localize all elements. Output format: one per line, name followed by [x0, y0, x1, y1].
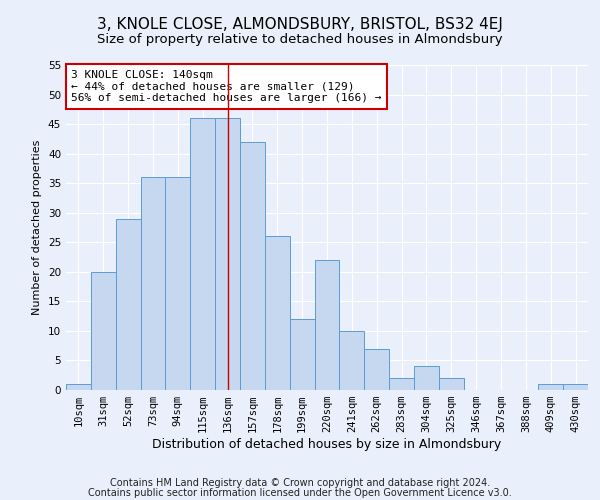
- Bar: [166, 178, 190, 390]
- Bar: [91, 272, 116, 390]
- Bar: [414, 366, 439, 390]
- Y-axis label: Number of detached properties: Number of detached properties: [32, 140, 43, 315]
- Bar: [240, 142, 265, 390]
- Bar: [140, 178, 166, 390]
- Bar: [439, 378, 464, 390]
- Bar: [538, 384, 563, 390]
- Bar: [340, 331, 364, 390]
- Text: 3, KNOLE CLOSE, ALMONDSBURY, BRISTOL, BS32 4EJ: 3, KNOLE CLOSE, ALMONDSBURY, BRISTOL, BS…: [97, 18, 503, 32]
- Text: Contains public sector information licensed under the Open Government Licence v3: Contains public sector information licen…: [88, 488, 512, 498]
- Bar: [389, 378, 414, 390]
- Bar: [290, 319, 314, 390]
- Text: Contains HM Land Registry data © Crown copyright and database right 2024.: Contains HM Land Registry data © Crown c…: [110, 478, 490, 488]
- Bar: [66, 384, 91, 390]
- Bar: [314, 260, 340, 390]
- Text: 3 KNOLE CLOSE: 140sqm
← 44% of detached houses are smaller (129)
56% of semi-det: 3 KNOLE CLOSE: 140sqm ← 44% of detached …: [71, 70, 382, 103]
- Bar: [563, 384, 588, 390]
- Bar: [116, 218, 140, 390]
- Bar: [364, 348, 389, 390]
- X-axis label: Distribution of detached houses by size in Almondsbury: Distribution of detached houses by size …: [152, 438, 502, 451]
- Bar: [215, 118, 240, 390]
- Text: Size of property relative to detached houses in Almondsbury: Size of property relative to detached ho…: [97, 32, 503, 46]
- Bar: [190, 118, 215, 390]
- Bar: [265, 236, 290, 390]
